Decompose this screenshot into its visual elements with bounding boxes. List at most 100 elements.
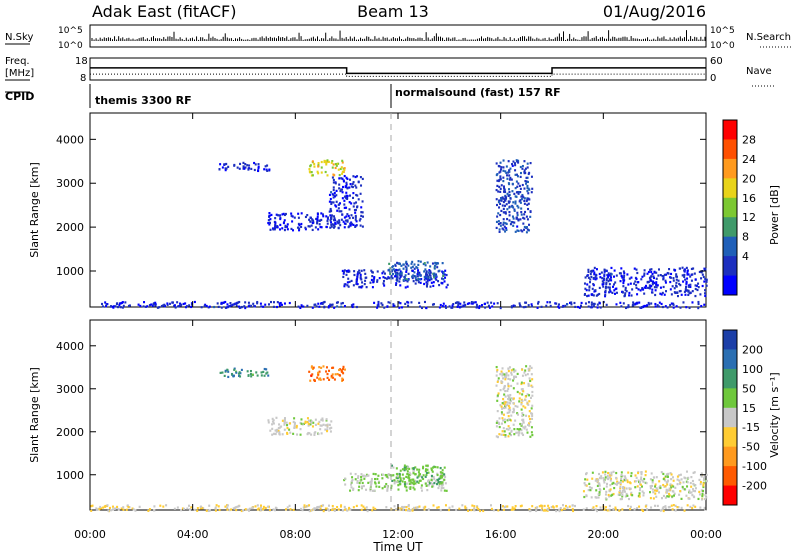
heatmap-cell: [308, 504, 311, 507]
heatmap-cell: [602, 477, 605, 480]
heatmap-cell: [639, 289, 642, 292]
heatmap-cell: [579, 304, 582, 307]
heatmap-cell: [499, 202, 502, 205]
heatmap-cell: [134, 509, 137, 512]
heatmap-cell: [522, 306, 525, 309]
heatmap-cell: [320, 504, 323, 508]
heatmap-cell: [690, 279, 693, 282]
heatmap-cell: [509, 402, 512, 405]
heatmap-cell: [391, 266, 394, 269]
heatmap-cell: [671, 476, 674, 479]
heatmap-cell: [508, 205, 511, 208]
heatmap-cell: [354, 472, 357, 476]
heatmap-cell: [412, 478, 415, 481]
heatmap-cell: [226, 504, 229, 507]
heatmap-cell: [518, 302, 521, 305]
heatmap-cell: [675, 305, 678, 308]
heatmap-cell: [608, 274, 611, 277]
heatmap-cell: [434, 261, 437, 265]
heatmap-cell: [381, 477, 384, 480]
heatmap-cell: [653, 276, 656, 280]
heatmap-cell: [425, 270, 428, 273]
heatmap-cell: [324, 160, 327, 163]
heatmap-cell: [471, 504, 474, 507]
heatmap-cell: [406, 280, 409, 283]
heatmap-cell: [411, 509, 414, 512]
cpid-label: CPID: [5, 90, 34, 103]
heatmap-cell: [286, 223, 289, 226]
heatmap-cell: [417, 281, 420, 284]
heatmap-cell: [431, 470, 434, 473]
heatmap-cell: [369, 489, 372, 492]
heatmap-cell: [520, 207, 523, 210]
heatmap-cell: [430, 474, 433, 478]
heatmap-cell: [264, 303, 267, 306]
heatmap-cell: [509, 167, 512, 170]
heatmap-cell: [395, 283, 398, 287]
heatmap-cell: [360, 184, 363, 187]
heatmap-cell: [283, 421, 286, 424]
heatmap-cell: [590, 275, 593, 279]
heatmap-cell: [673, 287, 676, 290]
heatmap-cell: [345, 197, 348, 200]
heatmap-cell: [147, 509, 150, 512]
heatmap-cell: [118, 303, 121, 307]
heatmap-cell: [617, 481, 620, 484]
heatmap-cell: [116, 505, 119, 509]
heatmap-cell: [610, 494, 613, 497]
heatmap-cell: [399, 479, 402, 482]
heatmap-cell: [435, 274, 438, 278]
heatmap-cell: [475, 306, 478, 309]
heatmap-cell: [667, 472, 670, 475]
heatmap-cell: [653, 286, 656, 289]
heatmap-cell: [356, 206, 359, 209]
heatmap-cell: [259, 504, 262, 507]
heatmap-cell: [252, 302, 255, 305]
heatmap-cell: [326, 219, 329, 222]
heatmap-cell: [528, 400, 531, 403]
heatmap-cell: [370, 479, 373, 482]
heatmap-cell: [503, 225, 506, 228]
heatmap-cell: [403, 464, 406, 467]
heatmap-cell: [521, 414, 524, 418]
heatmap-cell: [311, 174, 314, 177]
heatmap-cell: [278, 431, 281, 434]
heatmap-cell: [132, 508, 135, 511]
heatmap-cell: [350, 185, 353, 188]
heatmap-cell: [389, 272, 392, 275]
heatmap-cell: [416, 480, 419, 483]
heatmap-cell: [603, 270, 606, 273]
heatmap-cell: [254, 163, 257, 166]
heatmap-cell: [354, 218, 357, 221]
heatmap-cell: [427, 271, 430, 274]
heatmap-cell: [316, 218, 319, 222]
heatmap-cell: [318, 370, 321, 373]
heatmap-cell: [658, 480, 661, 483]
heatmap-cell: [306, 421, 309, 424]
heatmap-cell: [605, 485, 608, 488]
heatmap-cell: [510, 178, 513, 181]
heatmap-cell: [604, 287, 607, 290]
heatmap-cell: [504, 230, 507, 233]
heatmap-cell: [574, 305, 577, 309]
heatmap-cell: [154, 301, 157, 304]
heatmap-cell: [406, 470, 409, 473]
heatmap-cell: [670, 293, 673, 296]
heatmap-cell: [424, 468, 427, 471]
heatmap-cell: [225, 167, 228, 170]
heatmap-cell: [637, 281, 640, 284]
heatmap-cell: [273, 432, 276, 435]
heatmap-cell: [386, 489, 389, 492]
heatmap-cell: [627, 504, 630, 508]
heatmap-cell: [333, 191, 336, 195]
heatmap-cell: [317, 302, 320, 305]
heatmap-cell: [514, 169, 517, 172]
heatmap-cell: [386, 475, 389, 478]
heatmap-cell: [649, 287, 652, 290]
heatmap-cell: [702, 482, 705, 485]
heatmap-cell: [369, 486, 372, 490]
heatmap-cell: [665, 473, 668, 476]
heatmap-cell: [508, 406, 511, 409]
heatmap-cell: [516, 213, 519, 217]
heatmap-cell: [622, 487, 625, 490]
